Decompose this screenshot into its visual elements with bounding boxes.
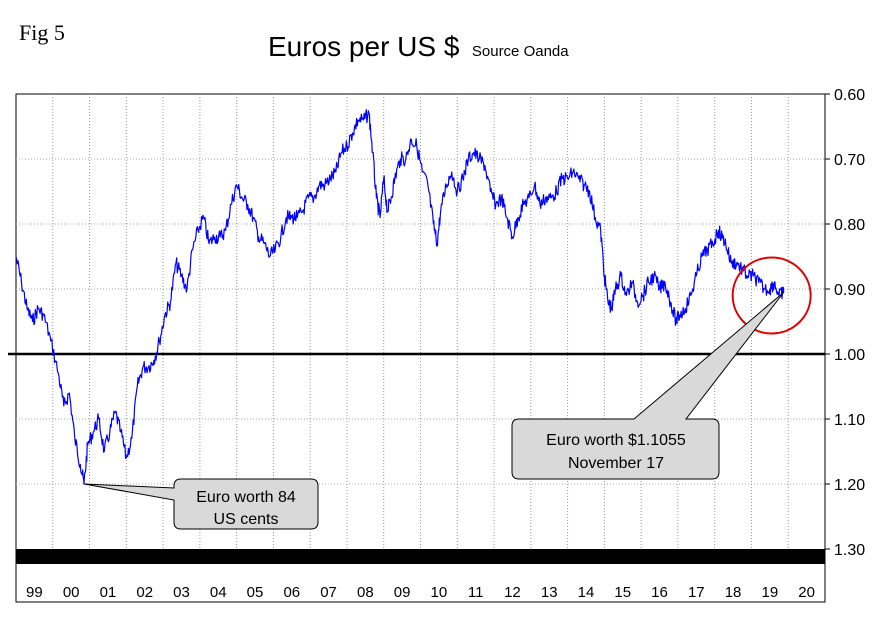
x-tick-label: 19 [761, 584, 778, 601]
x-tick-label: 01 [100, 584, 117, 601]
x-tick-label: 06 [283, 584, 300, 601]
x-tick-label: 03 [173, 584, 190, 601]
vertical-gridlines [52, 94, 789, 549]
x-tick-label: 20 [798, 584, 815, 601]
y-tick-label: 0.80 [834, 217, 865, 234]
series-line-euros-per-usd [15, 109, 785, 485]
x-tick-label: 07 [320, 584, 337, 601]
callout-low-bubble [83, 478, 319, 530]
callout-latest-bubble [511, 291, 785, 480]
y-tick-label: 0.90 [834, 282, 865, 299]
y-tick-label: 1.10 [834, 412, 865, 429]
x-tick-label: 09 [394, 584, 411, 601]
x-axis-ticks: 99 00 01 02 03 04 05 06 07 08 09 10 11 12 13 14 15 16 17 18… [26, 584, 815, 601]
x-tick-label: 14 [578, 584, 595, 601]
x-tick-label: 05 [247, 584, 264, 601]
callout-latest: Euro worth $1.1055 November 17 [511, 291, 785, 480]
x-tick-label: 04 [210, 584, 227, 601]
x-tick-label: 10 [431, 584, 448, 601]
callout-low-line-1: Euro worth 84 [196, 489, 296, 506]
figure-label: Fig 5 [19, 20, 65, 45]
axis-band [16, 549, 825, 564]
y-axis-ticks: 0.60 0.70 0.80 0.90 1.00 1.10 1.20 1.30 [16, 87, 865, 559]
x-tick-label: 16 [651, 584, 668, 601]
y-tick-label: 0.70 [834, 152, 865, 169]
x-tick-label: 17 [688, 584, 705, 601]
x-tick-label: 15 [614, 584, 631, 601]
chart-title-group: Euros per US $ Source Oanda [268, 31, 569, 62]
x-tick-label: 18 [725, 584, 742, 601]
x-tick-label: 11 [468, 584, 484, 601]
recent-value-circle [731, 256, 812, 335]
y-tick-label: 1.30 [834, 542, 865, 559]
x-tick-label: 13 [541, 584, 558, 601]
chart-title: Euros per US $ [268, 31, 460, 62]
y-tick-label: 1.20 [834, 477, 865, 494]
callout-low-line-2: US cents [214, 511, 279, 528]
callout-latest-line-2: November 17 [568, 455, 664, 472]
callout-low: Euro worth 84 US cents [83, 478, 319, 530]
x-tick-label: 99 [26, 584, 43, 601]
x-tick-label: 12 [504, 584, 521, 601]
x-tick-label: 00 [63, 584, 80, 601]
x-tick-label: 08 [357, 584, 374, 601]
callout-latest-line-1: Euro worth $1.1055 [546, 432, 686, 449]
y-tick-label: 0.60 [834, 87, 865, 104]
chart-subtitle: Source Oanda [472, 43, 569, 60]
x-tick-label: 02 [136, 584, 153, 601]
y-tick-label: 1.00 [834, 347, 865, 364]
